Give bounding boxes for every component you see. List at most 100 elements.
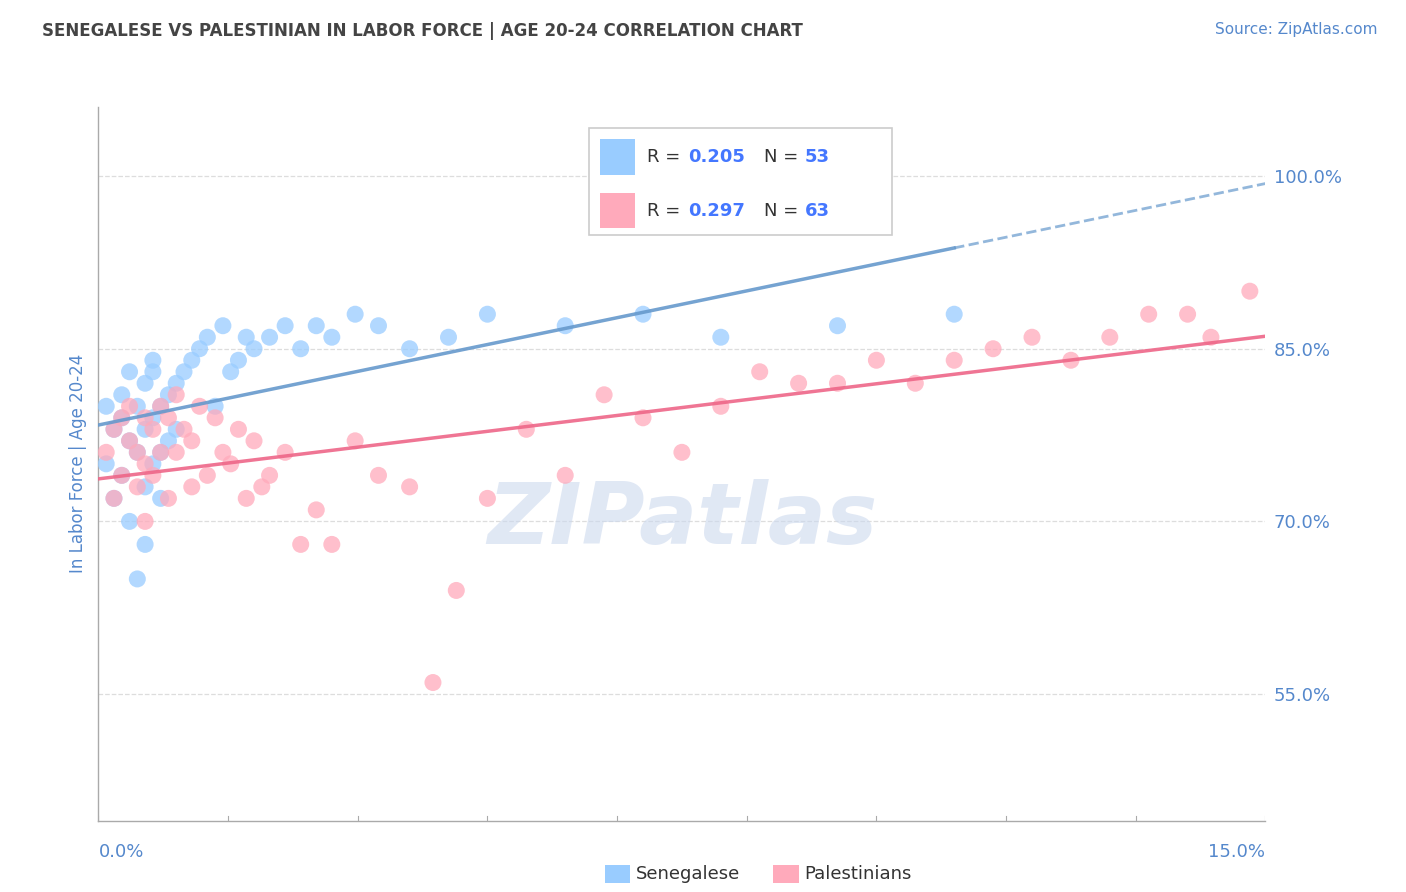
Point xyxy=(1021,330,1043,344)
Point xyxy=(1137,307,1160,321)
Point xyxy=(134,515,156,529)
Point xyxy=(631,410,654,425)
Point xyxy=(250,480,273,494)
Point xyxy=(142,422,165,436)
Point xyxy=(173,422,195,436)
Point xyxy=(157,388,180,402)
Point xyxy=(1239,284,1261,298)
Point xyxy=(212,445,235,459)
Point xyxy=(134,537,156,551)
Point xyxy=(398,342,420,356)
Point xyxy=(710,399,733,413)
Point xyxy=(515,422,537,436)
Point xyxy=(827,318,849,333)
Point xyxy=(259,468,281,483)
Point xyxy=(180,480,202,494)
Point xyxy=(1177,307,1199,321)
Point xyxy=(118,434,141,448)
Point xyxy=(96,457,118,471)
Point xyxy=(228,353,250,368)
Point xyxy=(212,318,235,333)
Point xyxy=(180,353,202,368)
Text: Source: ZipAtlas.com: Source: ZipAtlas.com xyxy=(1215,22,1378,37)
Point xyxy=(865,353,887,368)
Point xyxy=(127,399,149,413)
Point xyxy=(204,410,226,425)
Point xyxy=(165,445,187,459)
Text: N =: N = xyxy=(763,148,804,166)
Bar xyxy=(600,139,636,175)
Point xyxy=(195,330,218,344)
Point xyxy=(1199,330,1222,344)
Point xyxy=(127,572,149,586)
Point xyxy=(1098,330,1121,344)
Text: SENEGALESE VS PALESTINIAN IN LABOR FORCE | AGE 20-24 CORRELATION CHART: SENEGALESE VS PALESTINIAN IN LABOR FORCE… xyxy=(42,22,803,40)
Point xyxy=(259,330,281,344)
Point xyxy=(437,330,460,344)
Point xyxy=(305,503,328,517)
Point xyxy=(149,399,172,413)
Text: R =: R = xyxy=(647,148,686,166)
Point xyxy=(321,537,343,551)
Point xyxy=(477,491,499,506)
Point xyxy=(477,307,499,321)
Point xyxy=(1060,353,1083,368)
Point xyxy=(943,307,966,321)
Point xyxy=(96,399,118,413)
Text: N =: N = xyxy=(763,202,804,219)
Point xyxy=(554,318,576,333)
Point xyxy=(127,445,149,459)
Point xyxy=(118,399,141,413)
Point xyxy=(134,457,156,471)
Point xyxy=(142,365,165,379)
Point xyxy=(157,410,180,425)
Point xyxy=(111,410,134,425)
Y-axis label: In Labor Force | Age 20-24: In Labor Force | Age 20-24 xyxy=(69,354,87,574)
FancyBboxPatch shape xyxy=(589,128,891,235)
Point xyxy=(127,480,149,494)
Point xyxy=(367,468,389,483)
Text: ZIPatlas: ZIPatlas xyxy=(486,479,877,563)
Point xyxy=(118,515,141,529)
Point xyxy=(290,342,312,356)
Point xyxy=(103,491,125,506)
Point xyxy=(344,307,367,321)
Point xyxy=(165,422,187,436)
Point xyxy=(180,434,202,448)
Point xyxy=(593,388,616,402)
Point xyxy=(96,445,118,459)
Text: 53: 53 xyxy=(804,148,830,166)
Point xyxy=(103,422,125,436)
Point xyxy=(134,480,156,494)
Point xyxy=(127,445,149,459)
Point xyxy=(243,434,266,448)
Point xyxy=(111,468,134,483)
Bar xyxy=(600,193,636,228)
Point xyxy=(228,422,250,436)
Point xyxy=(142,410,165,425)
Point xyxy=(219,365,242,379)
Text: 0.0%: 0.0% xyxy=(98,843,143,861)
Point xyxy=(173,365,195,379)
Point xyxy=(344,434,367,448)
Text: R =: R = xyxy=(647,202,686,219)
Point xyxy=(235,491,257,506)
Point xyxy=(398,480,420,494)
Point xyxy=(321,330,343,344)
Point xyxy=(134,376,156,391)
Point xyxy=(274,445,297,459)
Point xyxy=(111,410,134,425)
Point xyxy=(188,399,211,413)
Point xyxy=(748,365,770,379)
Point xyxy=(149,445,172,459)
Point xyxy=(134,422,156,436)
Point xyxy=(305,318,328,333)
Point xyxy=(103,491,125,506)
Point xyxy=(422,675,444,690)
Point xyxy=(204,399,226,413)
Point xyxy=(710,330,733,344)
Point xyxy=(157,434,180,448)
Point xyxy=(142,468,165,483)
Point xyxy=(134,410,156,425)
Point xyxy=(149,491,172,506)
